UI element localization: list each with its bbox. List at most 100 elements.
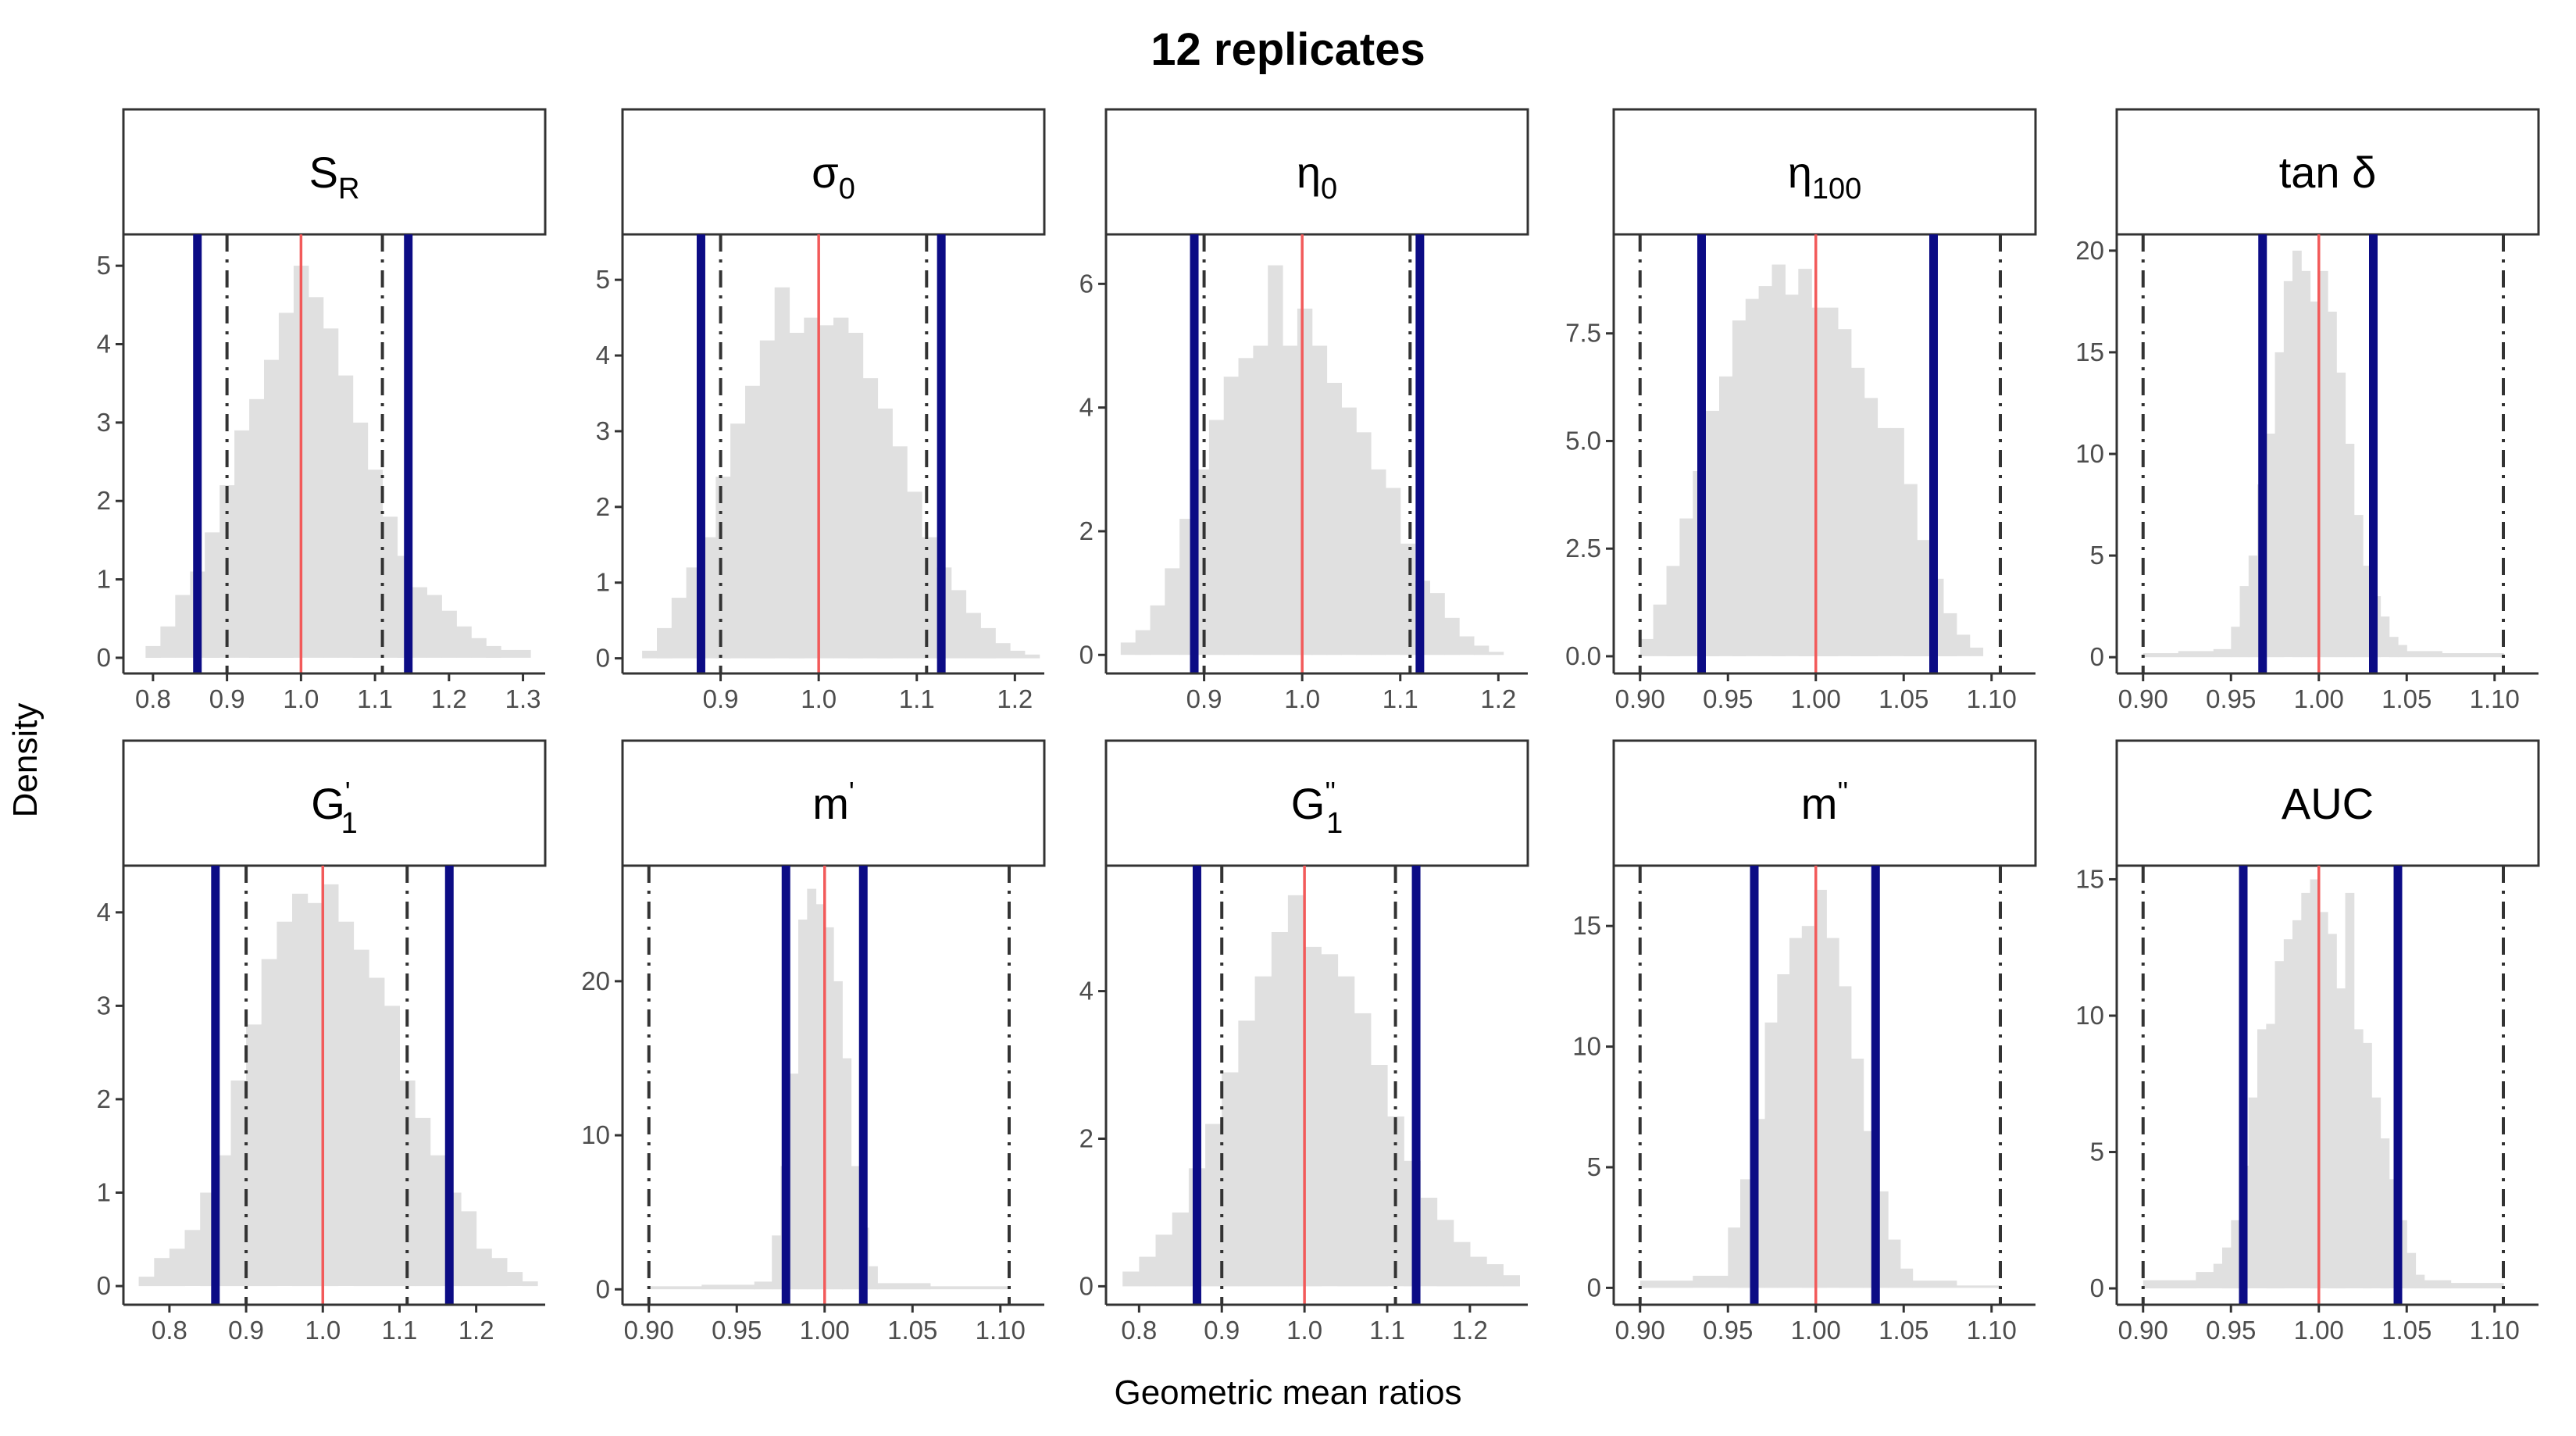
- histogram-bar: [154, 1258, 170, 1287]
- y-tick-label: 5: [97, 251, 111, 280]
- histogram-bar: [847, 333, 864, 659]
- histogram-bar: [1205, 1123, 1222, 1287]
- histogram-bar: [323, 328, 339, 658]
- x-tick-label: 1.00: [800, 1316, 850, 1345]
- histogram-bar: [2213, 1263, 2223, 1288]
- histogram-bar: [1839, 986, 1852, 1288]
- y-tick-label: 2: [1079, 516, 1094, 545]
- histogram-bar: [476, 1248, 492, 1287]
- histogram-bar: [1969, 647, 1984, 656]
- chart-title: 12 replicates: [1151, 24, 1425, 75]
- histogram-bar: [516, 649, 531, 658]
- histogram-bar: [1385, 488, 1401, 655]
- y-tick-label: 0: [2090, 1273, 2104, 1302]
- histogram-bar: [2196, 1272, 2214, 1288]
- histogram-bar: [2407, 651, 2442, 658]
- histogram-bar: [2301, 892, 2311, 1288]
- strip-label-superscript: '': [1837, 776, 1848, 808]
- histogram-bar: [471, 638, 487, 658]
- histogram-bars: [138, 884, 538, 1287]
- histogram-bar: [2275, 352, 2285, 658]
- y-tick-label: 0: [2090, 642, 2104, 671]
- histogram-bar: [798, 920, 808, 1290]
- histogram-bar: [2213, 648, 2232, 658]
- histogram-bar: [308, 297, 324, 658]
- histogram-bar: [2371, 1097, 2382, 1288]
- histogram-bar: [249, 398, 265, 658]
- histogram-bar: [1732, 320, 1746, 656]
- histogram-bar: [1943, 613, 1957, 656]
- histogram-bar: [1473, 645, 1490, 655]
- histogram-bar: [2292, 250, 2302, 658]
- y-tick-label: 4: [1079, 393, 1094, 422]
- strip-label: m': [812, 776, 855, 828]
- histogram-bar: [486, 645, 501, 658]
- y-tick-label: 0: [1587, 1273, 1601, 1302]
- x-tick-label: 1.3: [505, 684, 541, 713]
- strip-label: tan δ: [2279, 148, 2377, 197]
- histogram-bar: [929, 1286, 1010, 1290]
- histogram-bar: [862, 378, 879, 659]
- x-tick-label: 0.9: [209, 684, 245, 713]
- histogram-bar: [789, 1073, 799, 1290]
- x-tick-label: 1.0: [1286, 1316, 1322, 1345]
- x-tick-label: 1.10: [976, 1316, 1026, 1345]
- histogram-bar: [145, 645, 161, 658]
- histogram-bar: [2266, 1023, 2276, 1289]
- histogram-bar: [2380, 616, 2390, 658]
- histogram-bar: [1223, 377, 1240, 655]
- y-tick-label: 0: [596, 1274, 610, 1303]
- histogram-bars: [648, 888, 1010, 1290]
- histogram-bar: [1120, 642, 1136, 655]
- histogram-bar: [1850, 1059, 1864, 1288]
- strip-label: m'': [1801, 776, 1848, 828]
- strip-label: SR: [309, 148, 360, 205]
- histogram-bar: [399, 1081, 416, 1287]
- y-tick-label: 2: [1079, 1123, 1094, 1152]
- histogram-bar: [2231, 1220, 2241, 1289]
- y-tick-label: 2: [97, 1084, 111, 1113]
- histogram-bar: [819, 325, 834, 659]
- y-tick-label: 6: [1079, 269, 1094, 298]
- x-tick-label: 1.0: [1284, 684, 1320, 713]
- histogram-bar: [2328, 934, 2337, 1289]
- strip-label-subscript: R: [338, 173, 359, 205]
- panel-eta_100: η100 0.0 2.5 5.0 7.5 0.90 0.95 1.00 1.05 1.10: [1565, 108, 2037, 713]
- histogram-bar: [205, 532, 220, 658]
- histogram-bar: [1253, 345, 1268, 655]
- histogram-bar: [2292, 920, 2302, 1288]
- x-tick-label: 1.05: [887, 1316, 937, 1345]
- strip-label-subscript: 0: [839, 173, 855, 205]
- histogram-bar: [1208, 420, 1225, 655]
- histogram-bar: [234, 430, 250, 658]
- histogram-bar: [2275, 961, 2285, 1289]
- histogram-bar: [1354, 1013, 1372, 1287]
- x-tick-label: 1.2: [1480, 684, 1516, 713]
- histogram-bar: [2363, 1042, 2372, 1289]
- strip-label-subscript: 100: [1812, 173, 1861, 205]
- histogram-bar: [1890, 427, 1904, 656]
- histogram-bar: [1139, 1256, 1157, 1287]
- x-tick-label: 1.05: [2382, 1316, 2432, 1345]
- histogram-bar: [815, 904, 826, 1290]
- strip-box: [2115, 108, 2540, 236]
- x-tick-label: 1.0: [283, 684, 319, 713]
- y-tick-label: 5: [2090, 1138, 2104, 1166]
- histogram-bar: [412, 587, 427, 658]
- strip-label-main: σ: [812, 148, 839, 197]
- histogram-bar: [657, 627, 673, 659]
- y-tick-label: 4: [596, 341, 610, 370]
- x-tick-label: 1.2: [997, 684, 1033, 713]
- histogram-bar: [2415, 1274, 2425, 1289]
- histogram-bar: [1801, 926, 1815, 1288]
- histogram-bar: [1877, 427, 1891, 656]
- strip-label: σ0: [812, 148, 855, 205]
- x-tick-label: 0.8: [152, 1316, 187, 1345]
- histogram-bar: [1888, 1239, 1901, 1288]
- histogram-bar: [1639, 638, 1654, 656]
- x-tick-label: 1.2: [458, 1316, 494, 1345]
- y-tick-label: 5: [2090, 541, 2104, 570]
- strip-label-main: G: [1291, 779, 1325, 828]
- histogram-bar: [1826, 938, 1839, 1288]
